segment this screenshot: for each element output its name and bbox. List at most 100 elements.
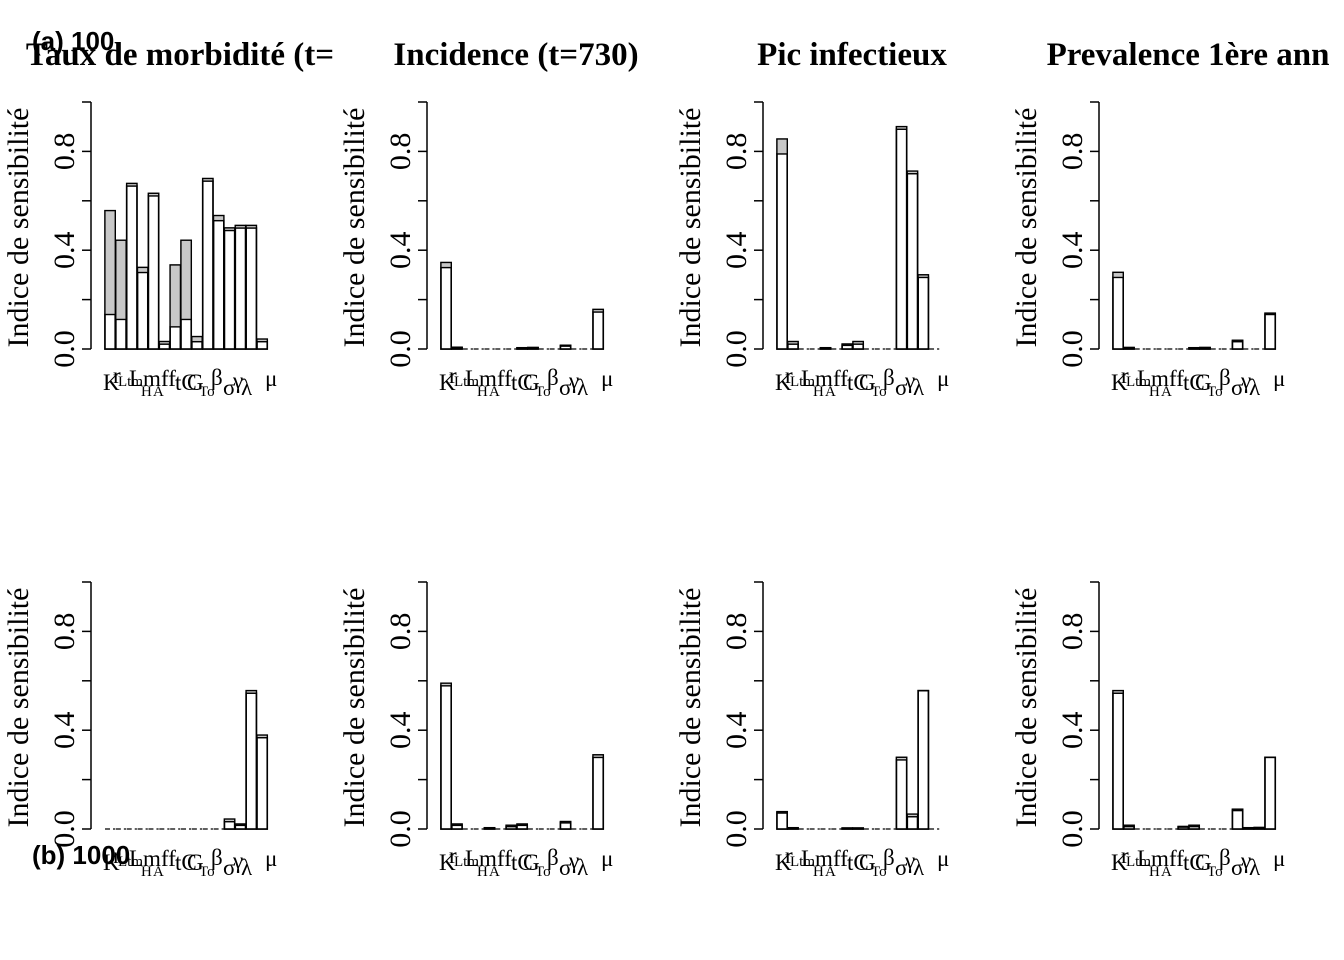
x-tick-label: Lm	[129, 846, 161, 871]
bar-interaction	[841, 343, 853, 346]
x-tick-label: tC	[1183, 370, 1205, 395]
bar-interaction	[158, 340, 171, 345]
panel-title: Prevalence 1ère ann	[1047, 37, 1330, 73]
x-tick-label: ff	[497, 846, 512, 871]
x-tick-label: ff	[833, 846, 848, 871]
x-tick-label: To	[199, 864, 215, 880]
x-tick-label: r	[113, 843, 121, 868]
y-tick-label: 0.0	[720, 810, 753, 848]
x-tick-label: σ	[559, 375, 572, 400]
x-tick-label: r	[1121, 363, 1129, 388]
x-tick-label: β	[1219, 365, 1231, 390]
bar-interaction	[917, 274, 929, 278]
bar-first-order	[917, 689, 930, 830]
x-tick-label: Lm	[465, 846, 497, 871]
bar-interaction	[559, 344, 572, 347]
bar-first-order	[169, 325, 182, 350]
y-tick-label: 0.0	[1056, 330, 1089, 368]
bar-first-order	[1231, 340, 1244, 350]
x-tick-label: β	[211, 845, 223, 870]
row-label-b: (b) 1000	[32, 840, 130, 870]
x-tick-label: A	[825, 384, 836, 400]
bar-first-order	[223, 820, 236, 830]
x-tick-label: β	[547, 845, 559, 870]
x-tick-label: tC	[847, 850, 869, 875]
y-tick-label: 0.0	[384, 810, 417, 848]
x-tick-label: G	[523, 370, 540, 395]
panel-title: Incidence (t=730)	[393, 37, 638, 73]
bar-first-order	[201, 180, 214, 350]
bar-first-order	[245, 692, 258, 830]
row-label-a: (a) 100	[32, 26, 114, 56]
x-tick-label: γ	[568, 368, 579, 393]
x-tick-label: G	[187, 850, 204, 875]
bar-first-order	[147, 195, 160, 350]
y-tick-label: 0.4	[720, 231, 753, 269]
x-tick-label: G	[859, 370, 876, 395]
x-tick-label: ff	[1169, 846, 1184, 871]
y-axis-title: Indice de sensibilité	[338, 108, 371, 348]
x-tick-label: σ	[1231, 375, 1244, 400]
x-tick-label: γ	[232, 848, 243, 873]
x-tick-label: ff	[497, 366, 512, 391]
bar-first-order	[917, 276, 930, 350]
bar-first-order	[256, 340, 269, 350]
x-tick-label: β	[883, 365, 895, 390]
x-tick-label: Ltm	[790, 854, 815, 870]
x-tick-label: μ	[1273, 366, 1285, 391]
x-tick-label: σ	[895, 855, 908, 880]
bar-interaction	[234, 224, 247, 229]
bar-first-order	[852, 343, 865, 350]
bar-interaction	[592, 754, 604, 758]
x-tick-label: Ltm	[1126, 374, 1151, 390]
x-tick-label: K	[1111, 850, 1128, 875]
bar-interaction	[895, 756, 908, 761]
y-tick-label: 0.0	[384, 330, 417, 368]
bar-first-order	[1264, 756, 1277, 830]
chart-panel: Prevalence 1ère ann 0.0 0.4 0.8 Indice de se…	[1010, 37, 1329, 400]
x-tick-label: γ	[1240, 368, 1251, 393]
y-axis-title: Indice de sensibilité	[674, 588, 707, 828]
x-tick-label: tC	[175, 370, 197, 395]
x-tick-label: H	[1149, 864, 1160, 880]
x-tick-label: β	[547, 365, 559, 390]
x-tick-label: λ	[241, 375, 253, 400]
x-tick-label: γ	[1240, 848, 1251, 873]
bar-first-order	[906, 172, 919, 350]
x-tick-label: To	[871, 864, 887, 880]
bar-interaction	[256, 734, 268, 739]
x-tick-label: K	[439, 850, 456, 875]
bar-interaction	[1231, 339, 1244, 343]
y-tick-label: 0.0	[48, 810, 81, 848]
x-tick-label: H	[477, 864, 488, 880]
y-tick-label: 0.8	[720, 133, 753, 171]
x-tick-label: Ltm	[118, 854, 143, 870]
x-tick-label: λ	[913, 375, 925, 400]
bar-first-order	[158, 343, 171, 350]
x-tick-label: tC	[1183, 850, 1205, 875]
y-tick-label: 0.0	[1056, 810, 1089, 848]
y-tick-label: 0.4	[384, 711, 417, 749]
bar-interaction	[776, 811, 788, 814]
bar-interaction	[180, 239, 192, 320]
x-tick-label: G	[859, 850, 876, 875]
bar-interaction	[223, 227, 236, 232]
x-tick-label: H	[141, 384, 152, 400]
bar-interaction	[852, 340, 864, 345]
x-tick-label: γ	[568, 848, 579, 873]
x-tick-label: G	[1195, 850, 1212, 875]
bar-interaction	[104, 210, 116, 316]
bar-interaction	[1264, 312, 1276, 316]
x-tick-label: H	[141, 864, 152, 880]
bar-interaction	[559, 820, 572, 824]
bar-interaction	[776, 138, 788, 155]
bar-first-order	[234, 227, 247, 350]
x-tick-label: λ	[577, 375, 589, 400]
bar-interaction	[223, 818, 236, 823]
bar-first-order	[104, 313, 116, 350]
bar-interaction	[906, 170, 919, 175]
x-tick-label: μ	[937, 846, 949, 871]
